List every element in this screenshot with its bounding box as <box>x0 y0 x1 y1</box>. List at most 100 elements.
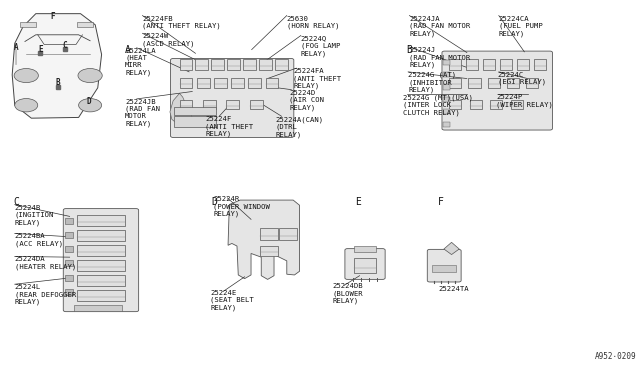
Text: 25224F
(ANTI THEFT
RELAY): 25224F (ANTI THEFT RELAY) <box>205 116 253 137</box>
Bar <box>275 59 288 70</box>
Bar <box>65 289 74 295</box>
Text: 25224FB
(ANTI THEFT RELAY): 25224FB (ANTI THEFT RELAY) <box>143 16 221 29</box>
Text: F: F <box>51 12 56 21</box>
Bar <box>227 59 240 70</box>
Bar <box>20 22 36 27</box>
Text: 25224D
(AIR CON
RELAY): 25224D (AIR CON RELAY) <box>289 90 324 110</box>
Bar <box>443 60 451 65</box>
Text: 25224FA
(ANTI THEFT
RELAY): 25224FA (ANTI THEFT RELAY) <box>293 68 341 89</box>
Bar <box>517 59 529 70</box>
Text: D: D <box>211 197 218 207</box>
Bar <box>526 78 538 88</box>
Bar <box>211 59 224 70</box>
Text: 25224J
(RAD FAN MOTOR
RELAY): 25224J (RAD FAN MOTOR RELAY) <box>410 47 470 68</box>
Bar <box>443 84 451 90</box>
Bar <box>468 78 481 88</box>
Bar <box>179 59 192 70</box>
Text: 25224W
(ASCD RELAY): 25224W (ASCD RELAY) <box>143 33 195 47</box>
Bar <box>534 59 547 70</box>
Text: 25224JB
(RAD FAN
MOTOR
RELAY): 25224JB (RAD FAN MOTOR RELAY) <box>125 99 160 127</box>
Bar <box>279 228 297 240</box>
Bar <box>231 78 244 88</box>
Bar <box>214 78 227 88</box>
Bar <box>174 107 216 115</box>
Text: 25224L
(REAR DEFOGGER
RELAY): 25224L (REAR DEFOGGER RELAY) <box>15 284 76 305</box>
Text: 25224B
(INGITION
RELAY): 25224B (INGITION RELAY) <box>15 205 54 225</box>
FancyBboxPatch shape <box>442 51 552 130</box>
FancyBboxPatch shape <box>345 248 385 279</box>
Bar <box>77 230 125 241</box>
Polygon shape <box>12 14 102 118</box>
Bar <box>449 100 461 109</box>
Text: 25224G (AT)
(INHIBITOR
RELAY): 25224G (AT) (INHIBITOR RELAY) <box>408 72 456 93</box>
Bar <box>77 260 125 271</box>
Bar <box>449 59 461 70</box>
Bar <box>65 260 74 266</box>
Bar <box>449 78 461 88</box>
Bar <box>65 232 74 238</box>
Text: 25630
(HORN RELAY): 25630 (HORN RELAY) <box>287 16 339 29</box>
Bar <box>443 72 451 77</box>
Bar <box>250 100 262 109</box>
Bar <box>260 228 278 240</box>
Text: 25224LA
(HEAT
MIRR
RELAY): 25224LA (HEAT MIRR RELAY) <box>125 48 156 76</box>
Text: D: D <box>86 97 91 106</box>
Bar <box>77 275 125 286</box>
Text: A: A <box>125 45 131 55</box>
Bar <box>266 78 278 88</box>
Text: B: B <box>406 45 412 55</box>
Text: 25224C
(EGI RELAY): 25224C (EGI RELAY) <box>497 72 546 85</box>
Text: 25224JA
(RAD FAN MOTOR
RELAY): 25224JA (RAD FAN MOTOR RELAY) <box>410 16 470 36</box>
Bar <box>443 97 451 102</box>
Bar <box>65 218 74 224</box>
Bar <box>443 122 451 127</box>
Circle shape <box>78 68 102 83</box>
Bar <box>77 245 125 256</box>
Bar <box>443 109 451 114</box>
Bar <box>483 59 495 70</box>
Bar <box>511 100 523 109</box>
Bar <box>74 305 122 311</box>
Circle shape <box>14 68 38 83</box>
Text: C: C <box>13 197 19 207</box>
Bar <box>353 258 376 273</box>
Bar <box>354 246 376 252</box>
Text: E: E <box>38 45 43 54</box>
Bar <box>500 59 513 70</box>
Text: 25224Q
(FOG LAMP
RELAY): 25224Q (FOG LAMP RELAY) <box>301 36 340 57</box>
Polygon shape <box>444 242 460 254</box>
Bar <box>470 100 482 109</box>
Text: 25224P
(WIPER RELAY): 25224P (WIPER RELAY) <box>496 94 553 108</box>
Polygon shape <box>170 93 192 125</box>
Text: 25224CA
(FUEL PUMP
RELAY): 25224CA (FUEL PUMP RELAY) <box>499 16 543 36</box>
Bar <box>259 59 272 70</box>
Bar <box>467 59 479 70</box>
Bar <box>227 100 239 109</box>
Bar <box>260 246 278 256</box>
Text: E: E <box>355 197 361 207</box>
Text: 25224BA
(ACC RELAY): 25224BA (ACC RELAY) <box>15 234 63 247</box>
Bar <box>174 116 216 127</box>
FancyBboxPatch shape <box>171 58 294 137</box>
Text: 25224E
(SEAT BELT
RELAY): 25224E (SEAT BELT RELAY) <box>210 290 254 311</box>
Bar <box>203 100 216 109</box>
Text: C: C <box>62 41 67 50</box>
Text: A: A <box>13 42 19 51</box>
Polygon shape <box>228 200 300 279</box>
Bar <box>243 59 256 70</box>
Text: 25224DA
(HEATER RELAY): 25224DA (HEATER RELAY) <box>15 256 76 270</box>
Bar <box>179 78 192 88</box>
Text: A952⋅0209: A952⋅0209 <box>595 352 636 361</box>
Bar <box>488 78 500 88</box>
Text: 25224R
(POWER WINDOW
RELAY): 25224R (POWER WINDOW RELAY) <box>213 196 270 217</box>
FancyBboxPatch shape <box>63 209 139 312</box>
FancyBboxPatch shape <box>428 249 461 282</box>
Bar <box>195 59 208 70</box>
Bar <box>433 264 456 272</box>
Bar <box>490 100 502 109</box>
Bar <box>179 100 192 109</box>
Bar <box>65 275 74 280</box>
Text: 25224G (MT)(USA)
(INTER LOCK
CLUTCH RELAY): 25224G (MT)(USA) (INTER LOCK CLUTCH RELA… <box>403 94 473 116</box>
Bar <box>196 78 209 88</box>
Text: 25224DB
(BLOWER
RELAY): 25224DB (BLOWER RELAY) <box>333 283 364 304</box>
